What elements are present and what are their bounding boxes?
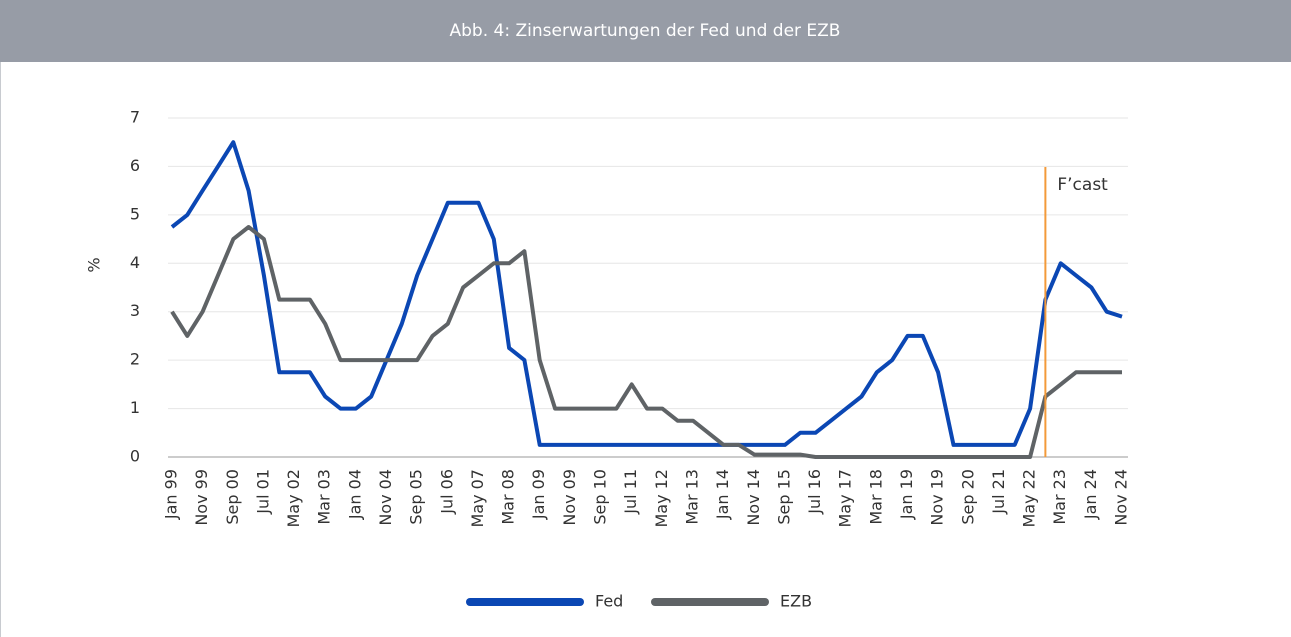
x-tick-label: Mar 08 [499,469,518,525]
y-tick-label: 7 [130,108,140,127]
y-tick-label: 2 [130,350,140,369]
x-tick-label: Jul 11 [621,469,640,515]
y-tick-label: 0 [130,447,140,466]
x-tick-label: Sep 20 [958,469,977,525]
chart-title: Abb. 4: Zinserwartungen der Fed und der … [450,21,841,41]
x-tick-label: Jan 99 [162,469,181,520]
x-tick-label: Sep 05 [407,469,426,525]
x-tick-label: Nov 14 [744,469,763,526]
x-tick-label: Jul 01 [253,469,272,515]
x-tick-label: May 22 [1020,469,1039,528]
series-line [170,140,1123,447]
x-tick-label: Sep 10 [591,469,610,525]
y-tick-label: 5 [130,204,140,223]
y-axis-label: % [85,257,104,272]
x-tick-label: Jan 14 [713,469,732,520]
legend-label: EZB [780,592,812,611]
series-line [170,225,1122,459]
x-tick-label: Jul 06 [437,469,456,515]
x-tick-label: Mar 18 [866,469,885,525]
x-tick-label: Mar 23 [1050,469,1069,525]
annotation: F’cast [1057,175,1108,195]
x-tick-label: Jul 16 [805,469,824,515]
x-tick-label: Nov 04 [376,469,395,526]
x-tick-label: Nov 24 [1112,469,1131,526]
x-tick-label: Jul 21 [989,469,1008,515]
y-tick-label: 4 [130,253,140,272]
y-tick-label: 6 [130,156,140,175]
x-tick-label: Sep 15 [774,469,793,525]
x-tick-label: May 17 [836,469,855,528]
x-tick-label: Sep 00 [223,469,242,525]
x-tick-label: May 07 [468,469,487,528]
x-tick-label: Jan 09 [529,469,548,520]
x-tick-label: Nov 19 [928,469,947,526]
x-tick-label: Jan 24 [1081,469,1100,520]
x-tick-label: May 12 [652,469,671,528]
x-tick-label: May 02 [284,469,303,528]
x-tick-label: Mar 13 [682,469,701,525]
header-bar [0,0,1291,62]
legend-label: Fed [595,592,623,611]
x-tick-label: Nov 99 [192,469,211,526]
y-tick-label: 3 [130,301,140,320]
x-tick-label: Mar 03 [315,469,334,525]
x-tick-label: Jan 19 [897,469,916,520]
y-tick-label: 1 [130,398,140,417]
x-tick-label: Jan 04 [345,469,364,520]
x-tick-label: Nov 09 [560,469,579,526]
